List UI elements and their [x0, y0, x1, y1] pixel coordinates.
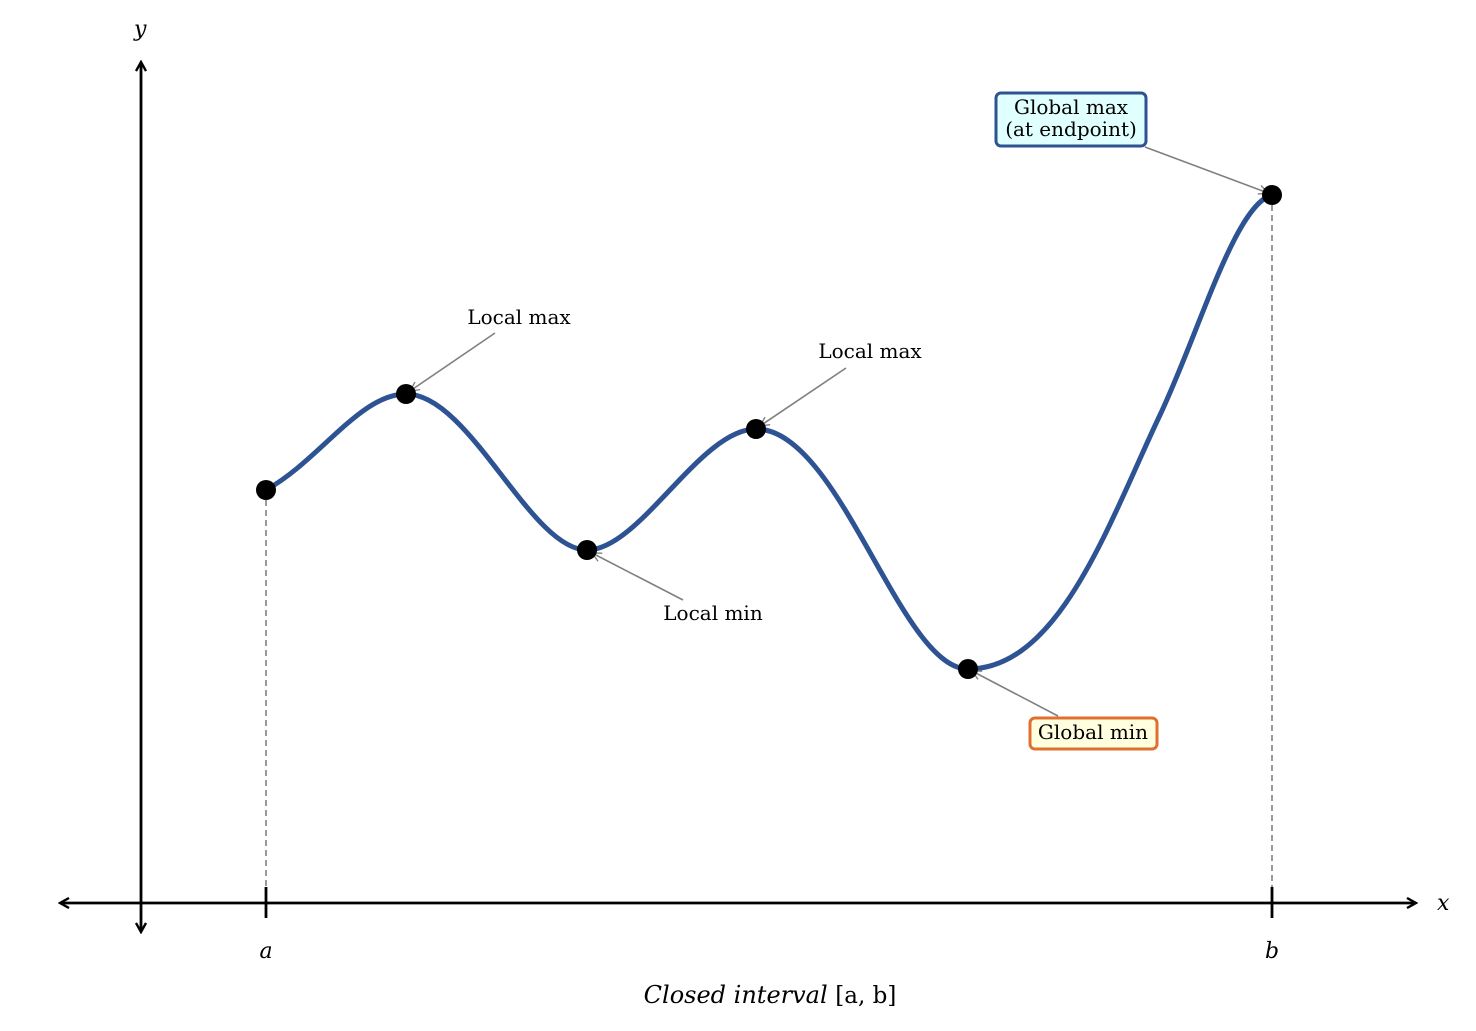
- point-global-min: [958, 659, 978, 679]
- point-local-max-1: [396, 384, 416, 404]
- label-local-max-2: Local max: [818, 339, 922, 363]
- interval-caption-text: Closed interval: [644, 981, 836, 1009]
- arrow-global-min: [972, 671, 1059, 717]
- tick-label-a: a: [259, 939, 272, 964]
- label-global-max-line2: (at endpoint): [1005, 117, 1137, 141]
- point-local-min: [577, 540, 597, 560]
- interval-caption: Closed interval [a, b]: [644, 981, 897, 1009]
- arrow-local-max-1: [410, 332, 496, 391]
- point-endpoint-a: [256, 480, 276, 500]
- interval-caption-math: [a, b]: [835, 983, 896, 1009]
- label-global-max-line1: Global max: [1014, 95, 1129, 119]
- label-local-max-1: Local max: [467, 305, 571, 329]
- tick-label-b: b: [1265, 939, 1279, 964]
- label-global-min: Global min: [1038, 720, 1148, 744]
- x-axis-label: x: [1437, 891, 1450, 916]
- point-global-max: [1262, 185, 1282, 205]
- label-local-min: Local min: [663, 601, 763, 625]
- arrow-local-min: [592, 552, 684, 601]
- point-local-max-2: [746, 419, 766, 439]
- global-max-box: [994, 91, 1148, 148]
- global-min-box: [1028, 716, 1159, 751]
- arrow-local-max-2: [760, 367, 847, 426]
- y-axis-label: y: [133, 17, 147, 42]
- function-curve: [263, 192, 1275, 672]
- arrow-global-max: [1144, 146, 1268, 193]
